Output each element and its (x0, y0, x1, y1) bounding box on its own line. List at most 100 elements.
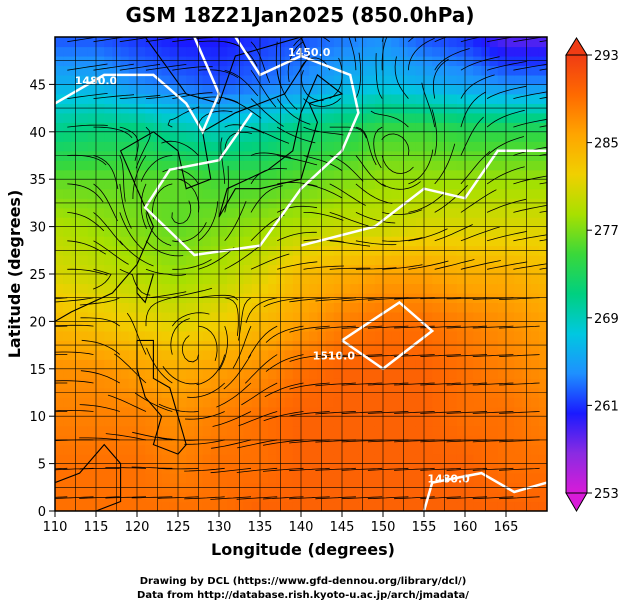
streamline (394, 411, 435, 414)
streamline (55, 325, 68, 327)
heat-cell (333, 330, 343, 341)
heat-cell (55, 425, 64, 436)
heat-cell (128, 435, 138, 446)
heat-cell (63, 406, 72, 417)
heat-cell (342, 74, 351, 85)
heat-cell (79, 359, 89, 370)
streamline (460, 226, 500, 242)
heat-cell (391, 311, 400, 322)
heat-cell (456, 74, 466, 85)
heat-cell (96, 359, 105, 370)
heat-cell (391, 274, 400, 285)
heat-cell (407, 349, 417, 360)
heat-cell (161, 179, 171, 190)
heat-cell (374, 283, 384, 294)
heat-cell (342, 302, 351, 313)
heat-cell (251, 444, 261, 455)
heat-cell (112, 74, 122, 85)
streamline (382, 264, 423, 270)
heat-cell (522, 368, 532, 379)
heat-cell (391, 160, 400, 171)
heat-cell (374, 368, 384, 379)
heat-cell (506, 46, 515, 57)
heat-cell (342, 226, 351, 237)
heat-cell (120, 501, 130, 511)
heat-cell (366, 217, 376, 228)
heat-cell (366, 74, 376, 85)
heat-cell (333, 492, 343, 503)
heat-cell (120, 435, 130, 446)
heat-cell (391, 207, 400, 218)
streamline (382, 181, 421, 190)
streamline (486, 231, 527, 242)
heat-cell (522, 179, 532, 190)
heat-cell (55, 226, 64, 237)
heat-cell (432, 74, 441, 85)
heat-cell (473, 274, 482, 285)
heat-cell (260, 46, 269, 57)
heat-cell (243, 473, 253, 484)
heat-cell (169, 198, 179, 209)
wind-streamlines (55, 37, 547, 500)
heat-cell (366, 207, 376, 218)
heat-cell (104, 378, 113, 389)
heat-cell (497, 226, 507, 237)
heat-cell (538, 368, 547, 379)
heat-cell (391, 74, 400, 85)
heat-cell (432, 226, 441, 237)
heat-cell (309, 473, 318, 484)
streamline (184, 467, 225, 472)
heat-cell (219, 378, 228, 389)
heat-cell (104, 46, 113, 57)
heat-cell (178, 378, 187, 389)
heat-cell (342, 311, 351, 322)
heat-cell (391, 473, 400, 484)
heat-cell (96, 311, 105, 322)
heat-cell (383, 416, 392, 427)
heat-cell (186, 283, 195, 294)
heat-cell (79, 406, 89, 417)
heat-cell (145, 435, 154, 446)
heat-cell (169, 169, 179, 180)
heat-cell (71, 236, 81, 247)
heat-cell (522, 454, 532, 465)
heat-cell (514, 37, 523, 48)
streamline (171, 312, 210, 327)
heat-cell (292, 264, 302, 275)
heat-cell (178, 473, 187, 484)
streamline (238, 411, 278, 427)
heat-cell (530, 274, 540, 285)
heat-cell (128, 378, 138, 389)
streamline (67, 268, 108, 276)
heat-cell (415, 160, 425, 171)
heat-cell (506, 169, 515, 180)
heat-cell (79, 160, 89, 171)
heat-cell (243, 330, 253, 341)
heat-cell (145, 122, 154, 133)
heat-cell (202, 349, 212, 360)
heat-cell (465, 198, 474, 209)
heat-cell (292, 378, 302, 389)
heat-cell (350, 179, 359, 190)
streamline (303, 265, 344, 270)
heat-cell (186, 198, 195, 209)
heat-cell (71, 444, 81, 455)
heat-cell (366, 311, 376, 322)
heat-cell (292, 226, 302, 237)
streamline (460, 91, 486, 128)
streamline (446, 496, 488, 500)
heat-cell (63, 160, 72, 171)
streamline (145, 37, 181, 43)
heat-cell (350, 283, 359, 294)
heat-cell (112, 302, 122, 313)
heat-cell (186, 473, 195, 484)
heat-cell (87, 416, 97, 427)
streamline (250, 185, 283, 213)
heat-cell (514, 406, 523, 417)
heat-cell (538, 454, 547, 465)
heat-cell (120, 141, 130, 152)
heat-cell (268, 112, 277, 123)
heat-cell (71, 226, 81, 237)
heat-cell (79, 368, 89, 379)
heat-cell (538, 473, 547, 484)
